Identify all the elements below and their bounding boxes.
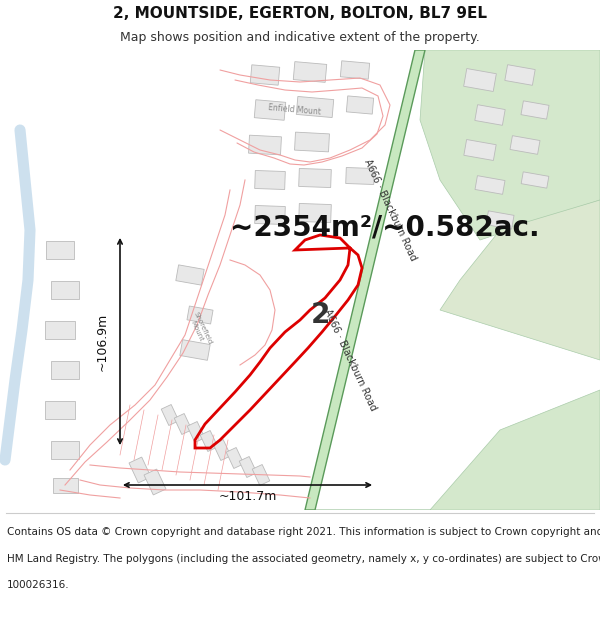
Bar (521, 172, 549, 188)
Bar (254, 206, 286, 224)
Bar (505, 65, 535, 85)
Bar (296, 96, 334, 118)
Bar (226, 448, 244, 469)
Bar (174, 414, 192, 434)
Text: HM Land Registry. The polygons (including the associated geometry, namely x, y c: HM Land Registry. The polygons (includin… (7, 554, 600, 564)
Bar (45, 321, 75, 339)
Bar (254, 171, 286, 189)
Text: Map shows position and indicative extent of the property.: Map shows position and indicative extent… (120, 31, 480, 44)
Bar (187, 306, 213, 324)
Text: ~2354m²/~0.582ac.: ~2354m²/~0.582ac. (230, 214, 539, 242)
Polygon shape (315, 390, 600, 510)
Bar (239, 456, 257, 478)
Bar (176, 265, 204, 285)
Bar (254, 100, 286, 120)
Text: Enfield Mount: Enfield Mount (268, 103, 322, 117)
Bar (45, 401, 75, 419)
Bar (200, 431, 218, 451)
Bar (346, 168, 374, 184)
Bar (340, 61, 370, 79)
Bar (53, 478, 77, 492)
Bar (248, 135, 281, 155)
Bar (475, 176, 505, 194)
Text: 100026316.: 100026316. (7, 580, 70, 590)
Text: 2, MOUNTSIDE, EGERTON, BOLTON, BL7 9EL: 2, MOUNTSIDE, EGERTON, BOLTON, BL7 9EL (113, 6, 487, 21)
Bar (46, 241, 74, 259)
Bar (295, 132, 329, 152)
Bar (510, 136, 540, 154)
Bar (51, 361, 79, 379)
Bar (161, 404, 179, 426)
Text: 2: 2 (310, 301, 329, 329)
Text: ~106.9m: ~106.9m (95, 312, 109, 371)
Bar (180, 340, 210, 360)
Polygon shape (440, 200, 600, 360)
Bar (129, 457, 151, 483)
Bar (213, 439, 231, 461)
Bar (250, 65, 280, 85)
Text: Shorefield
Mount: Shorefield Mount (187, 311, 214, 349)
Bar (475, 105, 505, 125)
Polygon shape (305, 50, 425, 510)
Bar (299, 169, 331, 187)
Text: Contains OS data © Crown copyright and database right 2021. This information is : Contains OS data © Crown copyright and d… (7, 528, 600, 538)
Bar (346, 96, 374, 114)
Bar (464, 139, 496, 161)
Text: A666 · Blackburn Road: A666 · Blackburn Road (322, 308, 378, 412)
Text: ~101.7m: ~101.7m (218, 491, 277, 504)
Bar (293, 62, 327, 82)
Polygon shape (420, 50, 600, 240)
Bar (464, 69, 496, 91)
Text: A666 · Blackburn Road: A666 · Blackburn Road (362, 158, 418, 262)
Bar (51, 281, 79, 299)
Bar (299, 204, 331, 222)
Bar (521, 101, 549, 119)
Bar (51, 441, 79, 459)
Bar (187, 421, 205, 442)
Bar (252, 464, 270, 486)
Bar (144, 469, 166, 495)
Bar (486, 211, 514, 229)
